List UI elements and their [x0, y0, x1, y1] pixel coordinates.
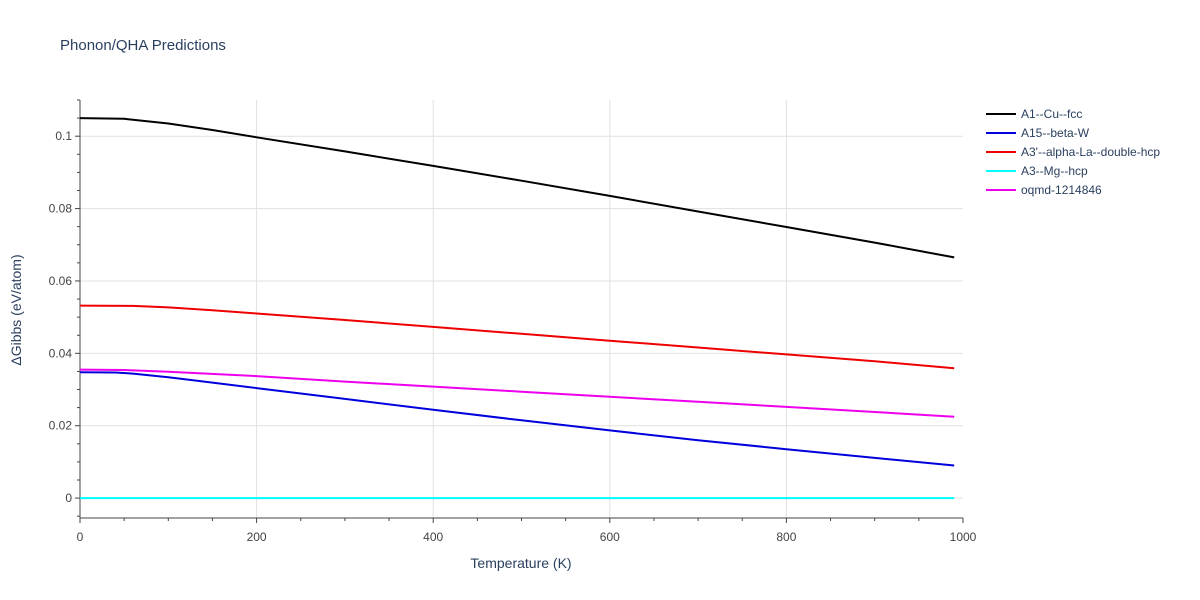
tick-labels: 0 200 400 600 800 1000 0 0.02 0.04 0.06 0.08 0.1	[49, 129, 977, 544]
legend-label: A3--Mg--hcp	[1021, 164, 1088, 178]
chart-title: Phonon/QHA Predictions	[60, 37, 226, 54]
legend-label: A3'--alpha-La--double-hcp	[1021, 145, 1160, 159]
x-tick-label: 0	[77, 530, 84, 544]
y-tick-label: 0.02	[49, 419, 73, 433]
x-tick-label: 400	[423, 530, 443, 544]
x-tick-label: 600	[600, 530, 620, 544]
y-tick-label: 0.04	[49, 346, 73, 360]
plot-area[interactable]	[79, 117, 955, 500]
y-axis-title: ΔGibbs (eV/atom)	[8, 254, 24, 365]
legend-label: A1--Cu--fcc	[1021, 107, 1082, 121]
series-line[interactable]	[79, 368, 955, 418]
legend-item[interactable]: A3'--alpha-La--double-hcp	[986, 145, 1160, 159]
legend-item[interactable]: A15--beta-W	[986, 126, 1090, 140]
y-tick-label: 0	[65, 491, 72, 505]
legend-label: A15--beta-W	[1021, 126, 1090, 140]
legend[interactable]: A1--Cu--fcc A15--beta-W A3'--alpha-La--dou…	[986, 107, 1160, 197]
series-line[interactable]	[79, 304, 955, 370]
legend-item[interactable]: oqmd-1214846	[986, 183, 1102, 197]
legend-item[interactable]: A3--Mg--hcp	[986, 164, 1088, 178]
axes	[75, 99, 964, 523]
series-line[interactable]	[79, 117, 955, 259]
y-tick-label: 0.06	[49, 274, 73, 288]
legend-item[interactable]: A1--Cu--fcc	[986, 107, 1082, 121]
grid	[80, 100, 963, 518]
y-tick-label: 0.1	[55, 129, 72, 143]
x-tick-label: 1000	[950, 530, 977, 544]
x-tick-label: 200	[247, 530, 267, 544]
x-tick-label: 800	[776, 530, 796, 544]
y-tick-label: 0.08	[49, 202, 73, 216]
x-axis-title: Temperature (K)	[470, 555, 571, 571]
series-line[interactable]	[79, 371, 955, 467]
legend-label: oqmd-1214846	[1021, 183, 1102, 197]
